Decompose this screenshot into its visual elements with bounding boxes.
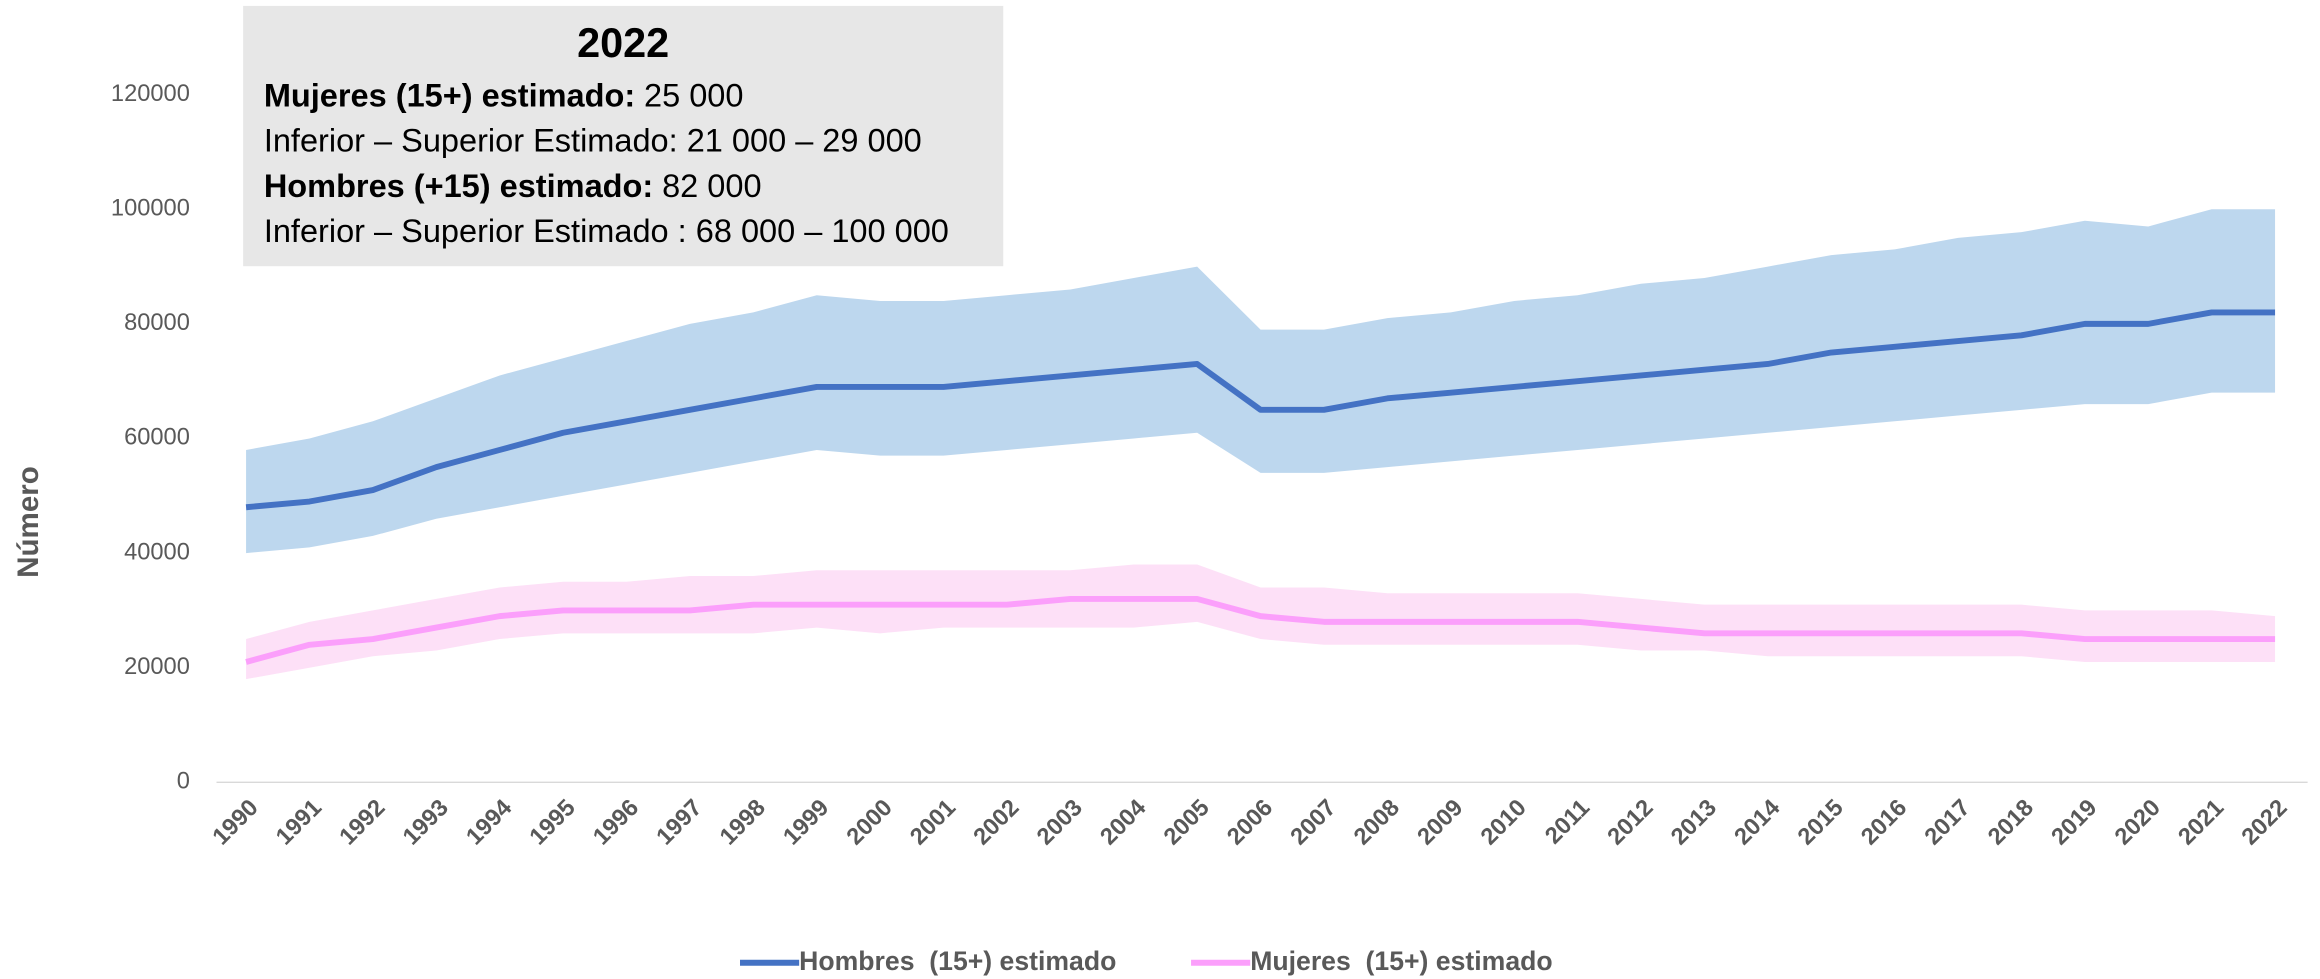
x-tick-label: 1993 [398,795,454,851]
x-tick-label: 2006 [1222,795,1278,851]
annotation-text: Inferior – Superior Estimado : 68 000 – … [264,213,949,249]
y-axis-label: Número [12,466,45,578]
y-tick-label: 60000 [124,425,190,451]
annotation-box [243,5,1004,267]
x-tick-label: 2017 [1920,795,1976,851]
x-tick-label: 2020 [2110,795,2166,851]
x-tick-label: 2011 [1540,795,1595,850]
y-tick-label: 120000 [111,81,190,107]
y-tick-label: 20000 [124,654,190,680]
x-tick-label: 1996 [588,795,644,851]
y-tick-label: 40000 [124,539,190,565]
confidence-band [246,209,2276,554]
x-tick-label: 1994 [462,794,518,850]
x-tick-label: 2015 [1793,795,1849,851]
legend-label: Hombres (15+) estimado [799,946,1116,976]
x-tick-label: 2014 [1730,794,1786,850]
annotation-title: 2022 [577,20,669,66]
x-tick-label: 2005 [1159,795,1215,851]
x-tick-label: 2007 [1286,795,1342,851]
x-tick-label: 2018 [1983,795,2039,851]
x-tick-label: 1998 [715,795,771,851]
x-tick-label: 2010 [1476,795,1532,851]
x-tick-label: 2012 [1603,795,1659,851]
x-tick-label: 2001 [905,795,961,851]
annotation-line: Mujeres (15+) estimado: 25 000 [264,77,744,113]
annotation-text: 25 000 [644,77,743,113]
series-line [245,309,2276,511]
legend-label: Mujeres (15+) estimado [1250,946,1552,976]
x-tick-label: 1995 [525,795,581,851]
x-tick-label: 1999 [779,795,835,851]
y-tick-label: 100000 [111,196,190,222]
series-line [245,595,2276,665]
annotation-text: Inferior – Superior Estimado: 21 000 – 2… [264,122,922,158]
annotation-bold: Hombres (+15) estimado: [264,167,653,203]
confidence-band [246,564,2276,680]
x-tick-label: 1992 [335,795,391,851]
annotation-text: 82 000 [662,167,761,203]
x-tick-label: 1991 [271,795,327,851]
y-tick-label: 80000 [124,310,190,336]
x-tick-label: 2009 [1413,795,1469,851]
x-tick-label: 2004 [1096,794,1152,850]
x-tick-label: 2003 [1032,795,1088,851]
annotation-bold: Mujeres (15+) estimado: [264,77,635,113]
x-tick-label: 1997 [652,795,708,851]
x-tick-label: 2021 [2174,795,2230,851]
x-tick-label: 2016 [1857,795,1913,851]
annotation-line: Hombres (+15) estimado: 82 000 [264,167,762,203]
x-tick-label: 1990 [208,795,264,851]
annotation-line: Inferior – Superior Estimado: 21 000 – 2… [264,122,922,158]
x-tick-label: 2019 [2047,795,2103,851]
x-tick-label: 2002 [969,795,1025,851]
annotation-line: Inferior – Superior Estimado : 68 000 – … [264,213,949,249]
x-tick-label: 2000 [842,795,898,851]
x-tick-label: 2022 [2237,795,2293,851]
x-tick-label: 2008 [1349,795,1405,851]
x-tick-label: 2013 [1666,795,1722,851]
y-tick-label: 0 [177,769,190,795]
